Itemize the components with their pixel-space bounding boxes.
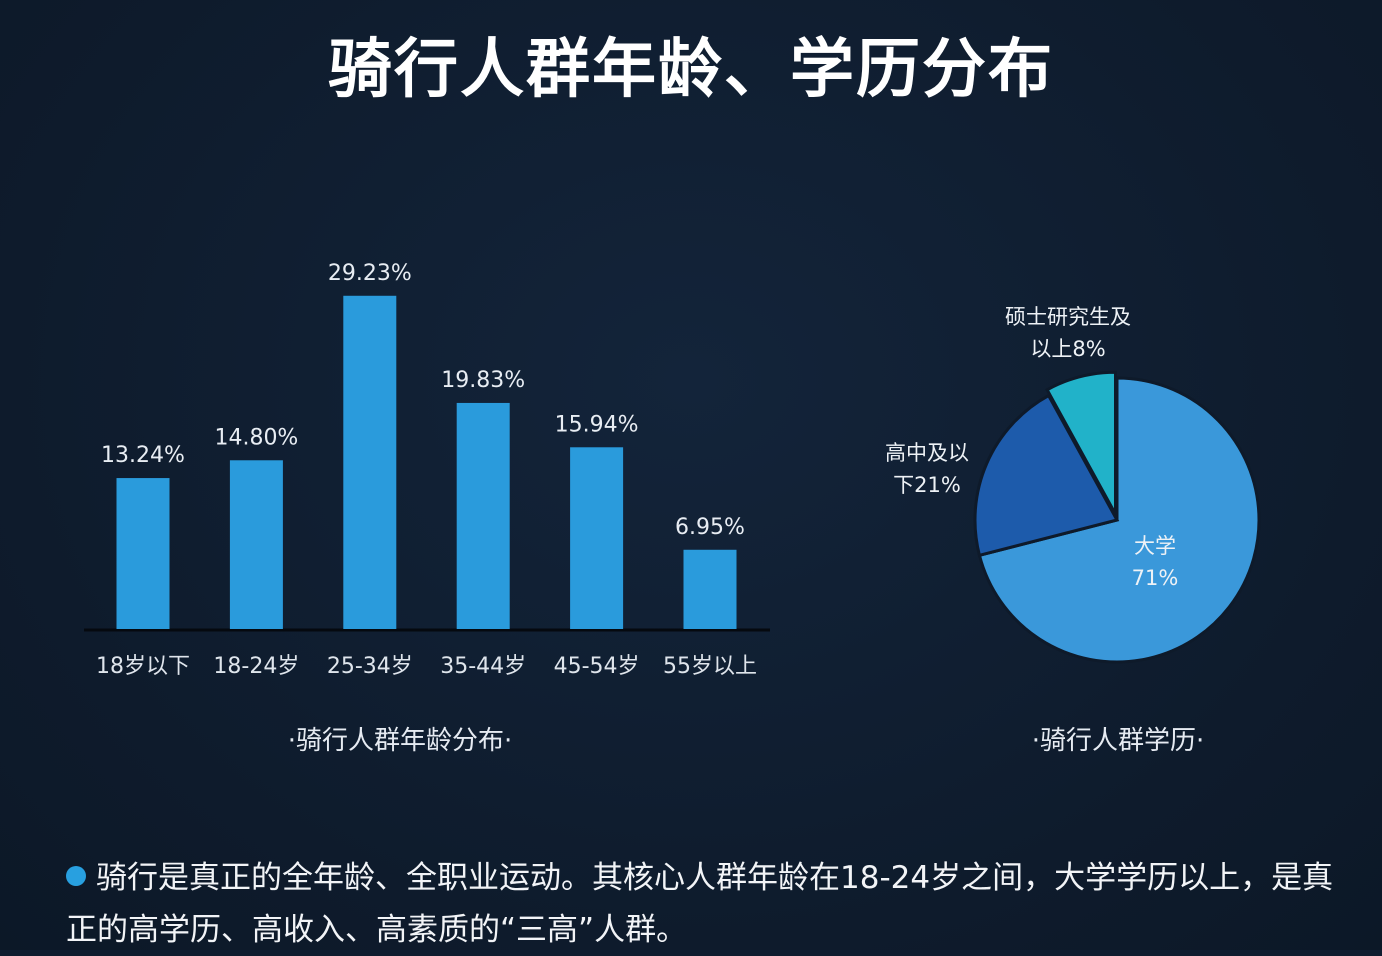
summary-note: 骑行是真正的全年龄、全职业运动。其核心人群年龄在18-24岁之间，大学学历以上，… [66, 852, 1346, 956]
bar [683, 549, 737, 629]
x-tick-label: 18岁以下 [96, 654, 190, 679]
x-tick-label: 35-44岁 [440, 654, 526, 679]
pie-slice [1045, 370, 1118, 515]
bar-value-label: 19.83% [441, 368, 525, 393]
bar-chart-caption: ·骑行人群年龄分布· [287, 726, 513, 756]
bar [116, 478, 170, 629]
bar-value-label: 15.94% [555, 412, 639, 437]
bar-value-label: 29.23% [328, 261, 412, 286]
x-tick-label: 55岁以上 [663, 654, 757, 679]
bar-value-label: 6.95% [675, 515, 745, 540]
pie-slice [973, 393, 1120, 558]
x-tick-label: 18-24岁 [213, 654, 299, 679]
summary-text: 骑行是真正的全年龄、全职业运动。其核心人群年龄在18-24岁之间，大学学历以上，… [66, 860, 1334, 948]
pie-slice-label: 高中及以下21% [885, 441, 969, 497]
page-title: 骑行人群年龄、学历分布 [328, 33, 1054, 107]
bar [456, 402, 510, 629]
bar [229, 460, 283, 629]
bar [343, 295, 397, 629]
pie-slice-label: 硕士研究生及以上8% [1005, 305, 1131, 361]
x-tick-label: 25-34岁 [327, 654, 413, 679]
pie-slice-label: 大学 71% [1132, 534, 1179, 590]
bar-value-label: 14.80% [214, 425, 298, 450]
bar [570, 447, 624, 629]
pie-slice [977, 376, 1261, 664]
x-tick-label: 45-54岁 [554, 654, 640, 679]
bar-value-label: 13.24% [101, 443, 185, 468]
bullet-dot-icon [66, 866, 86, 886]
pie-chart-caption: ·骑行人群学历· [1031, 726, 1205, 756]
